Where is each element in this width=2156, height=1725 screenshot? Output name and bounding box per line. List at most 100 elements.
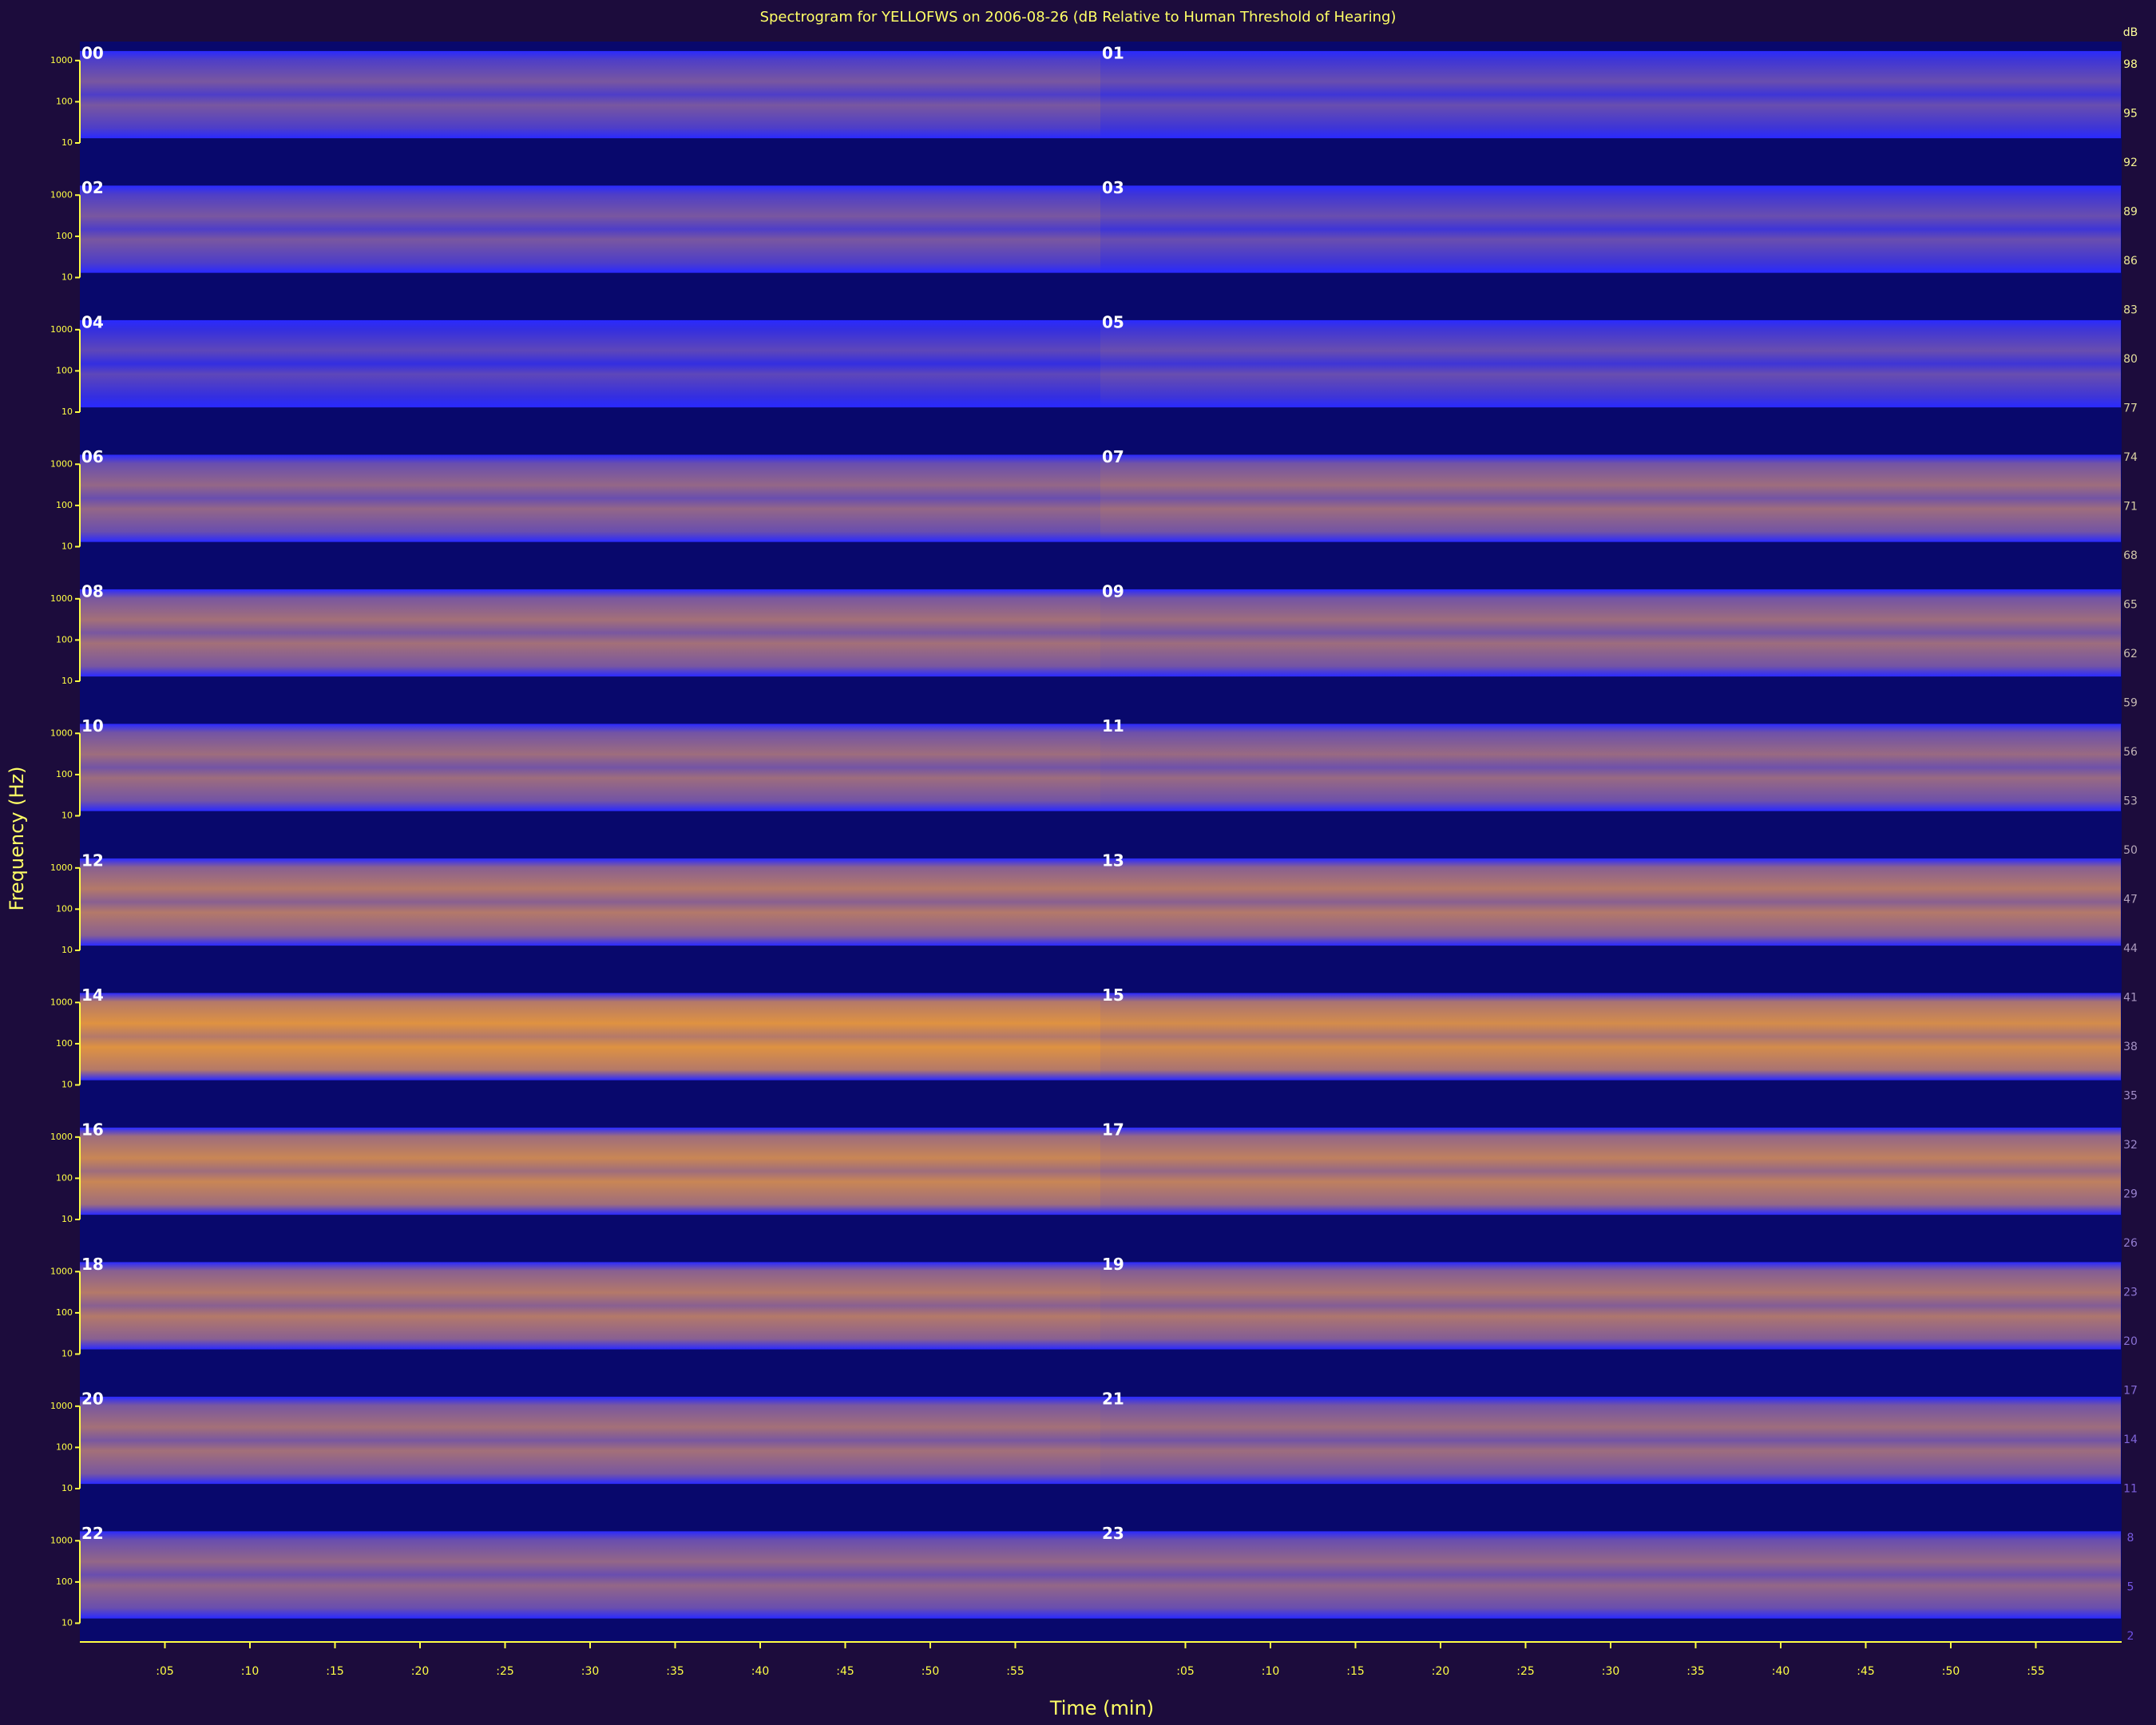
colorbar-tick-label: 8 — [2127, 1532, 2134, 1545]
y-tick-label: 100 — [56, 365, 73, 375]
x-tick-label: :25 — [1516, 1665, 1535, 1678]
x-tick-label: :40 — [751, 1665, 770, 1678]
colorbar-tick-label: 95 — [2123, 108, 2138, 121]
hour-label: 12 — [81, 851, 104, 870]
hour-label: 20 — [81, 1389, 104, 1408]
x-tick-label: :10 — [241, 1665, 260, 1678]
colorbar-tick-label: 65 — [2123, 599, 2138, 612]
colorbar-tick-label: 71 — [2123, 501, 2138, 514]
x-tick-label: :10 — [1262, 1665, 1280, 1678]
hour-label: 19 — [1102, 1255, 1124, 1274]
y-tick-label: 100 — [56, 903, 73, 914]
hour-label: 14 — [81, 985, 104, 1005]
y-tick-label: 100 — [56, 1441, 73, 1452]
y-tick-label: 100 — [56, 1172, 73, 1183]
hour-label: 05 — [1102, 312, 1124, 331]
y-tick-label: 1000 — [50, 189, 73, 200]
spectrogram-panel — [1100, 1262, 2121, 1350]
colorbar-tick-label: 20 — [2123, 1335, 2138, 1348]
y-tick-label: 1000 — [50, 1535, 73, 1545]
y-tick-label: 10 — [61, 1483, 73, 1493]
colorbar-tick-label: 26 — [2123, 1237, 2138, 1250]
chart-title: Spectrogram for YELLOFWS on 2006-08-26 (… — [760, 9, 1397, 26]
colorbar-tick-label: 50 — [2123, 844, 2138, 857]
x-tick-label: :15 — [1346, 1665, 1365, 1678]
spectrogram-panel — [80, 1262, 1100, 1350]
hour-label: 09 — [1102, 581, 1124, 601]
colorbar-tick-label: 83 — [2123, 304, 2138, 317]
y-tick-label: 1000 — [50, 324, 73, 335]
x-axis-label: Time (min) — [1049, 1697, 1154, 1719]
x-tick-label: :50 — [1942, 1665, 1960, 1678]
hour-label: 17 — [1102, 1120, 1124, 1139]
plot-area — [80, 42, 2122, 1642]
x-tick-label: :25 — [496, 1665, 514, 1678]
hour-label: 08 — [81, 581, 104, 601]
colorbar-tick-label: 53 — [2123, 795, 2138, 808]
colorbar-tick-label: 14 — [2123, 1434, 2138, 1446]
colorbar-tick-label: 56 — [2123, 746, 2138, 759]
colorbar-tick-label: 11 — [2123, 1483, 2138, 1496]
hour-label: 10 — [81, 716, 104, 736]
spectrogram-panel — [80, 1396, 1100, 1485]
spectrogram-panel — [1100, 50, 2121, 139]
y-tick-label: 100 — [56, 1307, 73, 1318]
spectrogram-panel — [1100, 858, 2121, 946]
x-tick-label: :50 — [921, 1665, 940, 1678]
colorbar-tick-label: 44 — [2123, 942, 2138, 955]
spectrogram-panel — [80, 858, 1100, 946]
y-tick-label: 10 — [61, 1349, 73, 1359]
spectrogram-panel — [1100, 185, 2121, 273]
y-tick-label: 10 — [61, 541, 73, 552]
hour-label: 23 — [1102, 1524, 1124, 1543]
y-tick-label: 1000 — [50, 55, 73, 65]
colorbar-tick-label: 32 — [2123, 1139, 2138, 1152]
colorbar-tick-label: 98 — [2123, 58, 2138, 71]
spectrogram-panel — [80, 50, 1100, 139]
hour-label: 21 — [1102, 1389, 1124, 1408]
y-tick-label: 1000 — [50, 593, 73, 604]
y-tick-label: 10 — [61, 137, 73, 148]
colorbar-tick-label: 47 — [2123, 894, 2138, 906]
hour-label: 13 — [1102, 851, 1124, 870]
x-tick-label: :55 — [1006, 1665, 1024, 1678]
colorbar-tick-label: 17 — [2123, 1385, 2138, 1398]
y-tick-label: 10 — [61, 272, 73, 283]
x-tick-label: :20 — [1432, 1665, 1450, 1678]
y-tick-label: 10 — [61, 1618, 73, 1628]
x-tick-label: :05 — [1176, 1665, 1195, 1678]
colorbar-tick-label: 41 — [2123, 992, 2138, 1005]
y-tick-label: 100 — [56, 1038, 73, 1049]
hour-label: 06 — [81, 447, 104, 466]
spectrogram-panel — [80, 589, 1100, 677]
y-tick-label: 1000 — [50, 997, 73, 1007]
spectrogram-panel — [80, 993, 1100, 1081]
y-axis-label: Frequency (Hz) — [6, 767, 28, 911]
colorbar-label: dB — [2123, 26, 2138, 39]
x-tick-label: :05 — [156, 1665, 174, 1678]
colorbar-tick-label: 92 — [2123, 157, 2138, 169]
hour-label: 03 — [1102, 178, 1124, 197]
spectrogram-panel — [1100, 1396, 2121, 1485]
colorbar-tick-label: 89 — [2123, 206, 2138, 219]
spectrogram-panel — [80, 1127, 1100, 1215]
colorbar-tick-label: 77 — [2123, 402, 2138, 415]
x-tick-label: :45 — [836, 1665, 854, 1678]
y-tick-label: 10 — [61, 406, 73, 417]
spectrogram-panel — [1100, 724, 2121, 811]
colorbar-tick-label: 29 — [2123, 1188, 2138, 1201]
hour-label: 00 — [81, 43, 104, 62]
spectrogram-panel — [80, 1531, 1100, 1619]
y-tick-label: 100 — [56, 1576, 73, 1587]
spectrogram-panel — [80, 454, 1100, 542]
hour-label: 15 — [1102, 985, 1124, 1005]
y-tick-label: 10 — [61, 811, 73, 821]
spectrogram-panel — [1100, 1531, 2121, 1619]
hour-label: 01 — [1102, 43, 1124, 62]
y-tick-label: 1000 — [50, 458, 73, 469]
spectrogram-panel — [1100, 454, 2121, 542]
colorbar-tick-label: 62 — [2123, 648, 2138, 660]
hour-label: 22 — [81, 1524, 104, 1543]
x-tick-label: :15 — [326, 1665, 344, 1678]
y-tick-label: 1000 — [50, 862, 73, 873]
